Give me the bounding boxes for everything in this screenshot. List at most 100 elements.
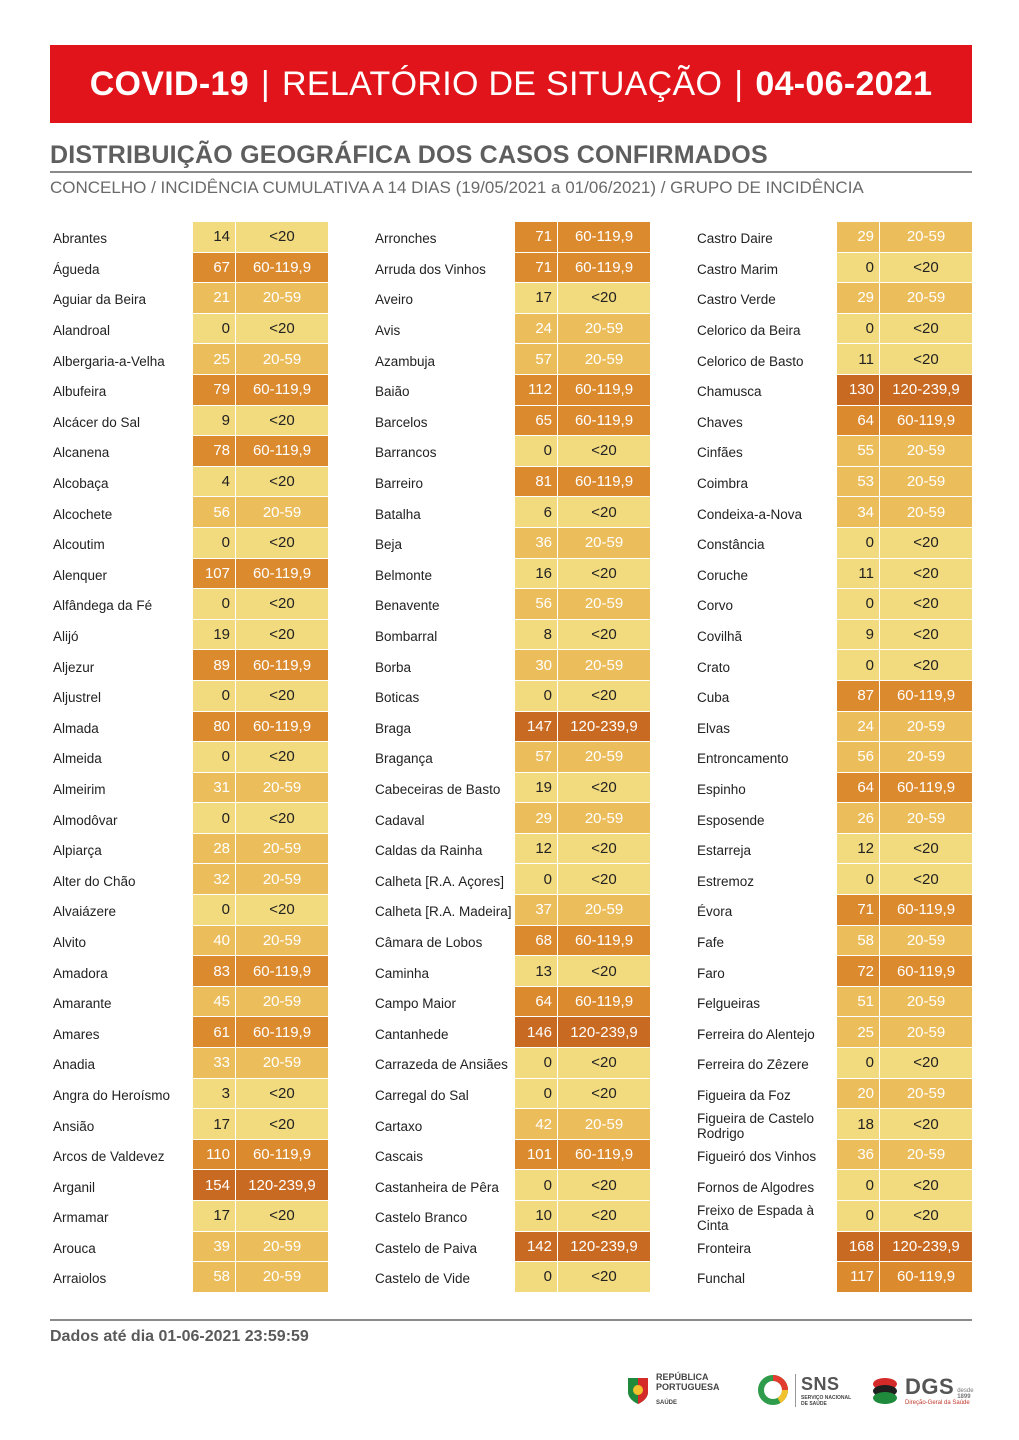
municipality-name: Baião (375, 384, 410, 400)
incidence-value: 29 (515, 803, 557, 833)
incidence-value: 53 (837, 466, 879, 497)
incidence-group: 120-239,9 (558, 1231, 650, 1262)
incidence-value: 0 (837, 1201, 879, 1231)
municipality-name: Abrantes (53, 231, 108, 247)
municipality-name: Aljustrel (53, 690, 102, 706)
municipality-name: Alpiarça (53, 843, 102, 859)
incidence-value: 30 (515, 650, 557, 680)
municipality-name: Almeida (53, 751, 102, 767)
municipality-name: Alcanena (53, 445, 110, 461)
municipality-name: Constância (697, 537, 765, 553)
municipality-name: Ferreira do Alentejo (697, 1026, 815, 1042)
incidence-group: <20 (558, 1170, 650, 1200)
incidence-group: 60-119,9 (558, 222, 650, 252)
incidence-group: 60-119,9 (236, 956, 328, 986)
municipality-name: Funchal (697, 1271, 746, 1287)
incidence-group: 60-119,9 (880, 405, 972, 436)
incidence-group: <20 (558, 1201, 650, 1231)
incidence-value: 17 (193, 1201, 235, 1231)
municipality-name: Almada (53, 720, 99, 736)
municipality-name: Câmara de Lobos (375, 934, 483, 950)
incidence-group: 60-119,9 (880, 956, 972, 986)
incidence-group: 120-239,9 (880, 374, 972, 405)
municipality-name: Évora (697, 904, 733, 920)
incidence-value: 80 (193, 711, 235, 742)
incidence-value: 0 (515, 1048, 557, 1078)
incidence-group: <20 (558, 497, 650, 527)
incidence-value: 51 (837, 986, 879, 1017)
incidence-value: 24 (837, 711, 879, 742)
municipality-name: Barrancos (375, 445, 437, 461)
municipality-name: Arganil (53, 1179, 96, 1195)
incidence-value: 45 (193, 986, 235, 1017)
footer-divider (50, 1319, 972, 1321)
incidence-group: <20 (880, 650, 972, 680)
incidence-value: 26 (837, 803, 879, 833)
municipality-name: Estarreja (697, 843, 752, 859)
republica-portuguesa-wordmark: REPÚBLICA PORTUGUESA SAÚDE (656, 1372, 720, 1408)
incidence-group: 60-119,9 (558, 925, 650, 956)
incidence-value: 0 (515, 1170, 557, 1200)
municipality-name: Amares (53, 1026, 100, 1042)
incidence-group: <20 (880, 589, 972, 619)
incidence-group: 60-119,9 (880, 772, 972, 803)
incidence-group: <20 (236, 803, 328, 833)
incidence-value: 57 (515, 742, 557, 772)
municipality-name: Calheta [R.A. Açores] (375, 873, 505, 889)
municipality-name: Bragança (375, 751, 433, 767)
incidence-group: <20 (236, 1078, 328, 1109)
municipality-name: Crato (697, 659, 731, 675)
incidence-value: 146 (515, 1017, 557, 1048)
incidence-group: <20 (236, 589, 328, 619)
incidence-value: 154 (193, 1170, 235, 1200)
incidence-group: 20-59 (880, 742, 972, 772)
municipality-name: Alfândega da Fé (53, 598, 153, 614)
incidence-value: 16 (515, 558, 557, 589)
municipality-name: Ansião (53, 1118, 95, 1134)
municipality-name: Alcobaça (53, 476, 109, 492)
incidence-value: 101 (515, 1139, 557, 1170)
incidence-value: 64 (837, 772, 879, 803)
municipality-name: Entroncamento (697, 751, 789, 767)
incidence-value: 55 (837, 436, 879, 466)
incidence-value: 65 (515, 405, 557, 436)
incidence-group: 20-59 (236, 497, 328, 527)
municipality-name: Braga (375, 720, 412, 736)
incidence-group: 20-59 (236, 772, 328, 803)
incidence-group: <20 (558, 436, 650, 466)
municipality-name: Castelo Branco (375, 1210, 468, 1226)
municipality-name: Fronteira (697, 1240, 752, 1256)
incidence-value: 72 (837, 956, 879, 986)
incidence-value: 19 (515, 772, 557, 803)
incidence-group: 60-119,9 (558, 986, 650, 1017)
incidence-group: <20 (236, 1201, 328, 1231)
incidence-group: 20-59 (236, 283, 328, 313)
banner-separator: | (260, 64, 271, 103)
municipality-name: Armamar (53, 1210, 109, 1226)
incidence-group: <20 (880, 619, 972, 650)
incidence-group: <20 (236, 895, 328, 925)
section-subtitle: CONCELHO / INCIDÊNCIA CUMULATIVA A 14 DI… (50, 178, 864, 197)
municipality-name: Amadora (53, 965, 108, 981)
incidence-value: 71 (515, 252, 557, 283)
municipality-name: Cascais (375, 1149, 424, 1165)
incidence-value: 17 (515, 283, 557, 313)
municipality-name: Caldas da Rainha (375, 843, 483, 859)
municipality-name: Alijó (53, 629, 79, 645)
incidence-group: <20 (558, 558, 650, 589)
incidence-group: <20 (880, 833, 972, 864)
sns-wordmark: SNS SERVIÇO NACIONAL DE SAÚDE (795, 1373, 851, 1407)
incidence-group: 20-59 (236, 1231, 328, 1262)
incidence-value: 11 (837, 558, 879, 589)
municipality-name: Espinho (697, 781, 746, 797)
municipality-name: Borba (375, 659, 412, 675)
incidence-value: 0 (193, 680, 235, 711)
incidence-value: 13 (515, 956, 557, 986)
incidence-value: 64 (515, 986, 557, 1017)
incidence-value: 0 (515, 436, 557, 466)
incidence-group: <20 (558, 283, 650, 313)
incidence-value: 0 (837, 252, 879, 283)
incidence-group: 60-119,9 (236, 1139, 328, 1170)
incidence-value: 28 (193, 833, 235, 864)
incidence-value: 36 (837, 1139, 879, 1170)
